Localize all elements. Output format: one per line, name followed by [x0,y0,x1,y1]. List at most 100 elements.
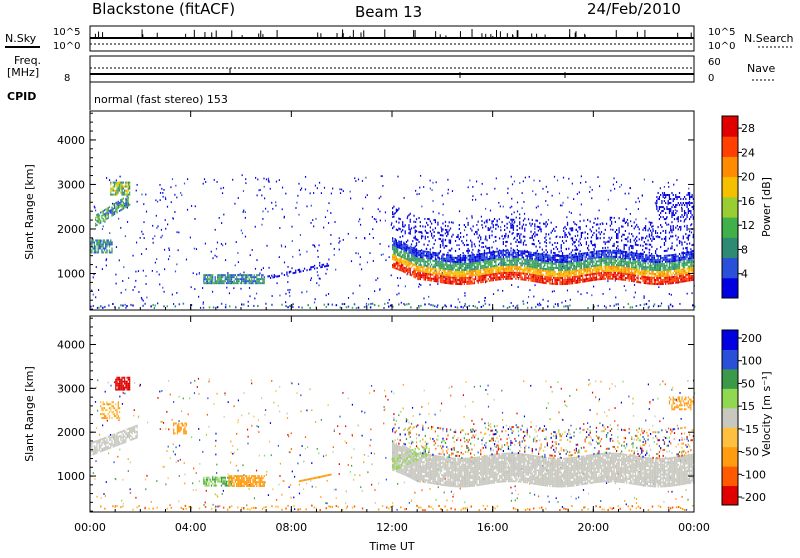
power-cell [583,271,584,273]
power-cell [508,252,509,254]
power-cell [470,267,471,269]
power-cell [451,277,452,279]
power-scatter-cell [318,244,319,246]
power-cell [114,190,115,192]
power-cell [512,262,513,264]
power-cell [572,237,573,239]
power-cell [425,269,426,271]
power-cell [600,223,601,225]
power-cell [260,282,261,284]
power-cell [217,280,218,282]
power-cell [549,277,550,279]
power-scatter-cell [103,226,104,228]
power-cell [588,264,589,266]
power-cell [450,268,451,270]
power-cell [436,272,437,274]
power-cell [128,186,129,188]
power-cell [115,206,116,208]
power-cell [412,273,413,275]
power-cell [600,274,601,276]
power-cell [493,271,494,273]
power-cell [111,247,112,249]
power-cell [617,258,618,260]
power-cell [631,266,632,268]
power-cell [640,277,641,279]
power-cell [632,245,633,247]
power-cell [504,250,505,252]
power-cell [491,273,492,275]
power-cell [430,265,431,267]
power-cell [520,272,521,274]
power-scatter-cell [300,254,301,256]
power-cell [241,276,242,278]
power-cell [547,264,548,266]
power-cell [655,279,656,281]
power-cell [94,241,95,243]
power-scatter-cell [152,225,153,227]
power-cell [574,254,575,256]
power-cell [630,254,631,256]
power-scatter-cell [272,208,273,210]
power-cell [515,274,516,276]
power-cell [508,272,509,274]
power-cell [519,237,520,239]
power-cell [490,227,491,229]
power-cell [593,222,594,224]
power-cell [257,278,258,280]
power-cell [564,232,565,234]
power-cell [396,258,397,260]
power-cell [493,224,494,226]
power-cell [537,253,538,255]
power-cell [108,243,109,245]
power-cell [474,282,475,284]
power-cell [547,280,548,282]
power-cell [625,271,626,273]
power-cell [635,238,636,240]
power-cell [496,224,497,226]
power-cell [406,264,407,266]
power-cell [457,263,458,265]
power-cell [508,254,509,256]
power-cell [611,258,612,260]
power-cell [121,200,122,202]
power-ground-cell [108,304,110,306]
power-cell [620,258,621,260]
power-cell [436,270,437,272]
power-cell [586,256,587,258]
power-cell [572,249,573,251]
power-scatter-cell [305,189,306,191]
power-cell [546,249,547,251]
power-cell [498,270,499,272]
power-cell [257,282,258,284]
power-ground-cell [104,306,106,308]
power-cell [121,184,122,186]
power-cell [525,269,526,271]
power-cell [617,264,618,266]
power-cell [396,262,397,264]
power-cell [624,234,625,236]
power-cell [488,270,489,272]
power-cell [620,276,621,278]
power-scatter-cell [248,301,249,303]
power-cell [619,268,620,270]
power-cell [454,267,455,269]
power-cell [392,207,393,209]
power-cell [418,258,419,260]
power-cell [508,278,509,280]
power-cell [652,273,653,275]
power-cell [634,258,635,260]
power-cell [128,188,129,190]
power-cell [566,281,567,283]
power-cell [572,243,573,245]
power-scatter-cell [222,192,223,194]
power-cell [486,266,487,268]
power-cell [466,269,467,271]
power-cell [654,269,655,271]
power-scatter-cell [554,176,555,178]
power-cell [524,269,525,271]
power-cell [421,237,422,239]
power-cell [416,251,417,253]
power-cell [549,238,550,240]
power-cell [450,242,451,244]
power-cell [460,236,461,238]
